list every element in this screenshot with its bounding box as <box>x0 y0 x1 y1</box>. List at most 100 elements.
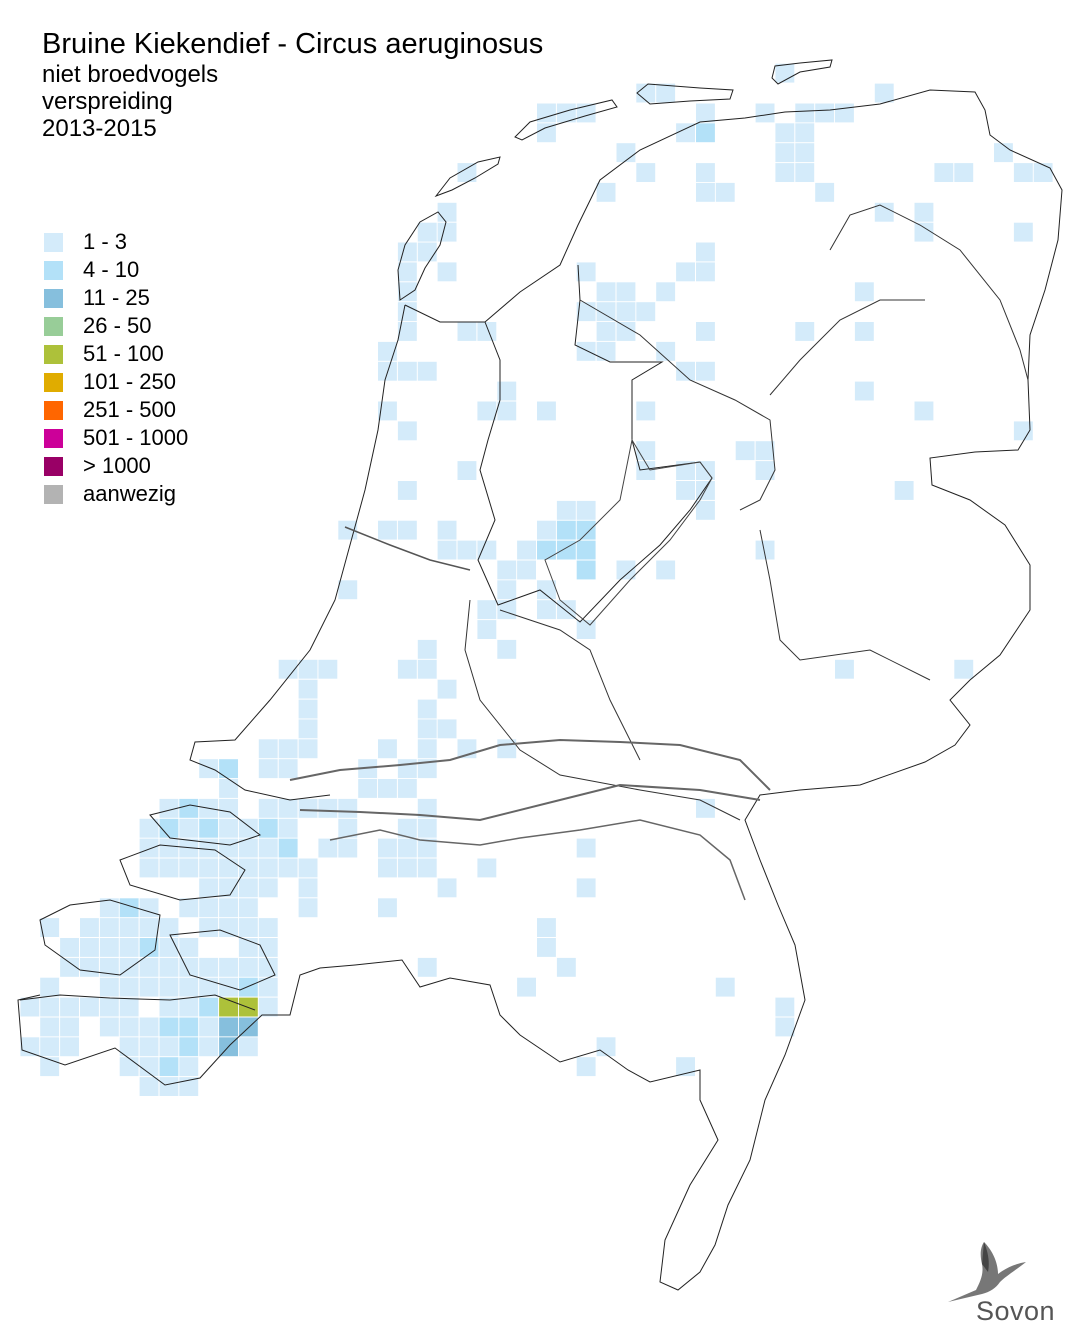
atlas-square <box>258 997 278 1017</box>
atlas-square <box>378 401 397 421</box>
atlas-square <box>576 620 596 639</box>
atlas-square <box>616 282 636 302</box>
atlas-square <box>278 838 298 858</box>
atlas-square <box>874 202 894 222</box>
atlas-square <box>815 103 835 123</box>
atlas-square <box>775 1017 795 1037</box>
atlas-square <box>696 798 715 818</box>
atlas-square <box>795 123 815 143</box>
atlas-square <box>179 938 199 957</box>
atlas-square <box>417 659 437 679</box>
atlas-square <box>159 938 179 957</box>
atlas-square <box>696 361 715 381</box>
atlas-square <box>795 143 815 163</box>
atlas-square <box>775 163 795 182</box>
atlas-square <box>437 520 457 540</box>
atlas-square <box>219 759 238 779</box>
atlas-square <box>417 838 437 858</box>
atlas-square <box>99 957 119 977</box>
atlas-square <box>616 302 636 322</box>
zeeland-schouwen <box>119 844 246 901</box>
atlas-square <box>874 83 894 103</box>
atlas-square <box>298 679 318 699</box>
atlas-square <box>397 759 417 779</box>
atlas-square <box>179 957 199 977</box>
atlas-square <box>397 242 417 262</box>
atlas-square <box>437 719 457 739</box>
province-border-5 <box>499 609 641 761</box>
atlas-square <box>238 898 258 918</box>
atlas-square <box>477 322 497 341</box>
atlas-square <box>219 798 238 818</box>
atlas-square <box>199 918 219 937</box>
atlas-square <box>894 481 914 500</box>
province-border-3 <box>769 299 925 396</box>
atlas-square <box>497 560 517 580</box>
atlas-square <box>378 898 397 918</box>
atlas-square <box>477 540 497 560</box>
atlas-square <box>576 103 596 123</box>
atlas-square <box>1013 421 1033 441</box>
atlas-square <box>477 858 497 878</box>
atlas-square <box>656 560 676 580</box>
atlas-square <box>437 222 457 242</box>
legend-swatch <box>44 232 63 252</box>
mainland-outline <box>17 89 1063 1291</box>
atlas-square <box>397 838 417 858</box>
province-border-2 <box>829 204 1029 381</box>
atlas-square <box>119 1037 139 1057</box>
legend-label: 4 - 10 <box>83 257 140 282</box>
atlas-square <box>159 1037 179 1057</box>
atlas-square <box>835 103 854 123</box>
atlas-square <box>854 381 874 401</box>
atlas-square <box>119 898 139 918</box>
legend-item: > 1000 <box>44 452 188 480</box>
legend-swatch <box>44 428 63 448</box>
atlas-square <box>775 143 795 163</box>
atlas-square <box>954 163 974 182</box>
atlas-square <box>60 997 79 1017</box>
atlas-square <box>715 977 735 997</box>
atlas-square <box>278 858 298 878</box>
atlas-square <box>99 1017 119 1037</box>
vlieland-island <box>434 156 501 198</box>
atlas-square <box>199 957 219 977</box>
legend-item: 26 - 50 <box>44 312 188 340</box>
atlas-square <box>238 878 258 898</box>
atlas-square <box>397 481 417 500</box>
atlas-square <box>417 858 437 878</box>
zeeland-bevelanden <box>169 929 276 991</box>
river-1 <box>289 738 771 791</box>
atlas-square <box>219 918 238 937</box>
atlas-square <box>139 818 159 838</box>
atlas-square <box>318 838 338 858</box>
atlas-square <box>497 381 517 401</box>
atlas-square <box>20 997 40 1017</box>
atlas-square <box>417 699 437 719</box>
atlas-square <box>775 997 795 1017</box>
atlas-square <box>914 222 934 242</box>
atlas-square <box>914 202 934 222</box>
atlas-square <box>139 1037 159 1057</box>
atlas-square <box>556 103 576 123</box>
atlas-square <box>437 202 457 222</box>
ameland-island <box>636 83 734 105</box>
atlas-square <box>119 918 139 937</box>
atlas-square <box>696 163 715 182</box>
atlas-square <box>437 540 457 560</box>
atlas-square <box>119 957 139 977</box>
atlas-square <box>934 163 954 182</box>
atlas-square <box>517 977 536 997</box>
atlas-square <box>914 401 934 421</box>
atlas-square <box>735 441 755 461</box>
atlas-square <box>397 262 417 282</box>
atlas-square <box>119 997 139 1017</box>
atlas-square <box>417 719 437 739</box>
atlas-square <box>854 282 874 302</box>
atlas-square <box>537 580 556 600</box>
atlas-square <box>179 1057 199 1077</box>
atlas-square <box>636 83 656 103</box>
atlas-square <box>278 759 298 779</box>
atlas-square <box>119 938 139 957</box>
atlas-square <box>397 818 417 838</box>
